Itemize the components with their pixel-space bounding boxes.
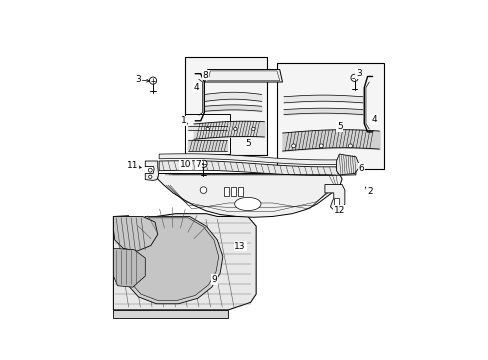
Circle shape	[148, 168, 152, 172]
Circle shape	[319, 144, 323, 148]
Bar	[231, 187, 236, 195]
Circle shape	[148, 175, 152, 179]
Text: 12: 12	[333, 206, 345, 215]
Bar	[224, 187, 229, 195]
Text: 13: 13	[234, 242, 245, 251]
Polygon shape	[158, 174, 342, 217]
Circle shape	[200, 187, 206, 193]
Polygon shape	[324, 185, 344, 210]
Text: 9: 9	[211, 275, 217, 284]
Polygon shape	[336, 154, 359, 175]
Circle shape	[291, 144, 295, 148]
Polygon shape	[113, 214, 256, 310]
Polygon shape	[127, 218, 218, 301]
Polygon shape	[113, 216, 128, 232]
Bar	[185, 57, 267, 156]
Text: 11: 11	[127, 161, 138, 170]
Polygon shape	[113, 216, 158, 251]
Circle shape	[200, 160, 207, 167]
Text: 10: 10	[180, 160, 191, 169]
Circle shape	[251, 127, 255, 131]
Polygon shape	[113, 310, 228, 318]
Polygon shape	[145, 161, 158, 180]
Text: 5: 5	[336, 122, 342, 131]
Circle shape	[350, 74, 357, 81]
Polygon shape	[159, 161, 355, 175]
Text: 2: 2	[366, 187, 372, 196]
Text: 5: 5	[244, 139, 250, 148]
Text: 6: 6	[358, 164, 364, 173]
Text: 3: 3	[355, 69, 361, 78]
Bar	[238, 187, 243, 195]
Bar	[185, 114, 229, 154]
Text: 8: 8	[203, 71, 208, 80]
Polygon shape	[159, 154, 355, 165]
Text: 1: 1	[180, 116, 186, 125]
Text: 3: 3	[135, 75, 141, 84]
Circle shape	[233, 127, 237, 131]
Text: 4: 4	[193, 83, 199, 92]
Ellipse shape	[234, 197, 261, 211]
Circle shape	[348, 144, 352, 148]
Bar	[333, 198, 338, 205]
Bar	[276, 63, 383, 169]
Text: 7: 7	[195, 160, 201, 169]
Text: 4: 4	[370, 115, 376, 124]
Circle shape	[205, 127, 209, 131]
Polygon shape	[123, 216, 223, 304]
Polygon shape	[113, 248, 145, 287]
Circle shape	[149, 77, 156, 84]
Polygon shape	[204, 69, 282, 82]
